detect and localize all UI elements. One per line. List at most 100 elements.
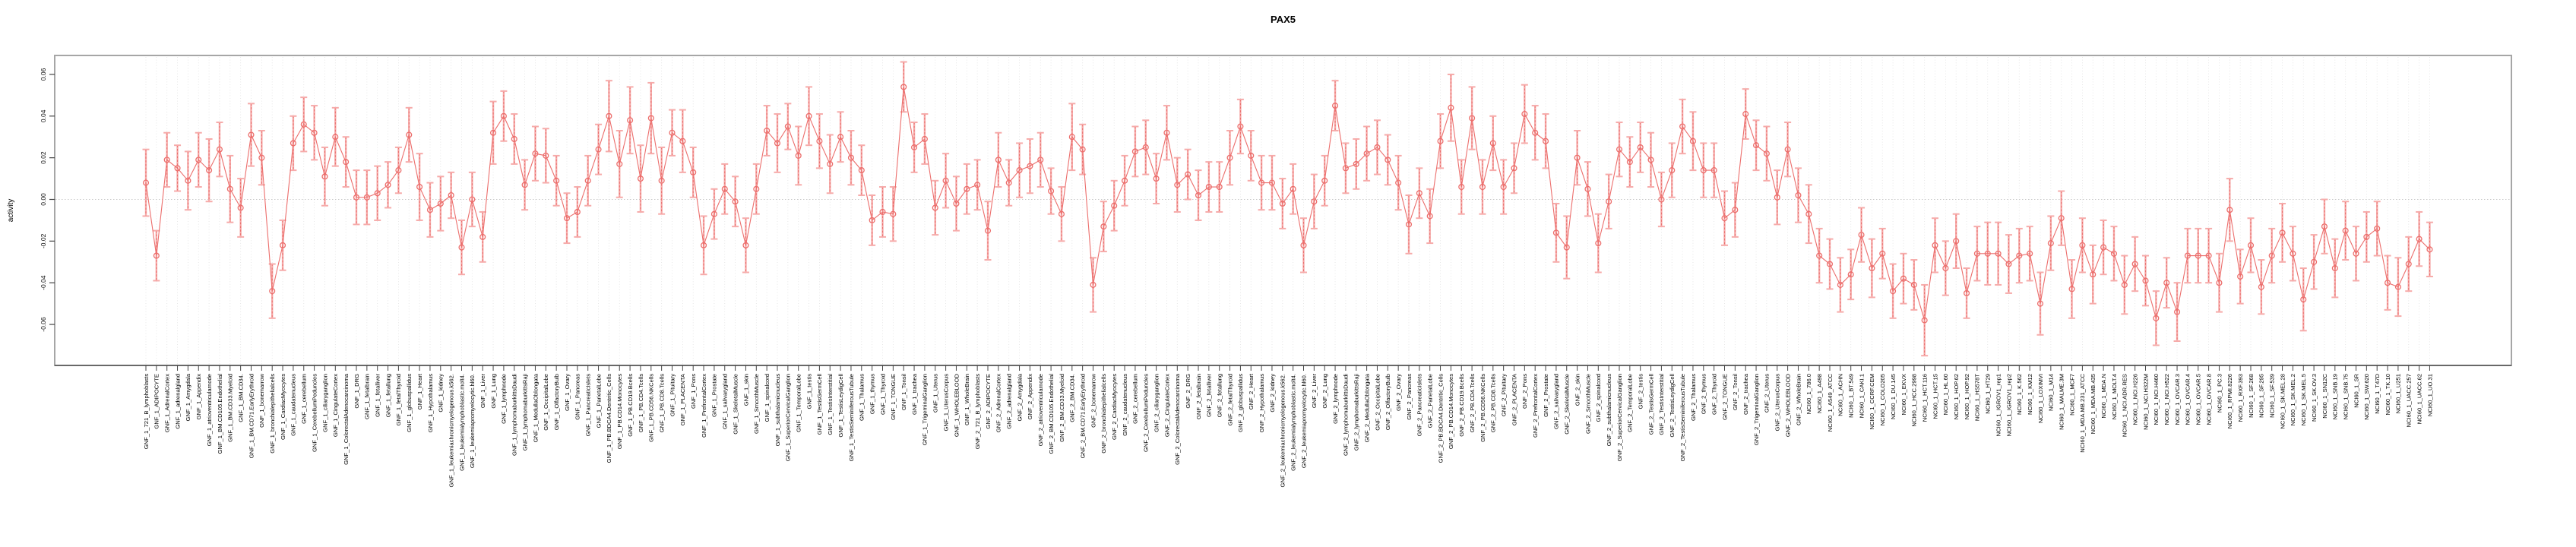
data-point [1226,154,1233,161]
x-tick-label: NCI60_1_SK.OV.3 [2311,374,2318,422]
data-point [521,182,528,188]
data-point [1426,213,1433,220]
data-point [890,210,897,217]
x-tick-label: GNF_1_DRG [353,374,360,409]
x-tick-label: GNF_2_salivarygland [1553,374,1560,429]
data-point [2058,215,2065,222]
x-tick-label: GNF_1_OlfactoryBulb [553,374,560,430]
x-tick-label: GNF_2_Tonsil [1732,374,1739,410]
data-point [2184,252,2191,259]
x-tick-label: NCI60_1_KM12 [2027,374,2033,415]
x-tick-label: GNF_2_OlfactoryBulb [1385,374,1391,430]
data-point [332,134,339,141]
x-tick-label: GNF_1_BM.CD34. [237,374,244,422]
data-point [574,208,581,216]
data-point [2416,236,2423,242]
x-tick-label: GNF_2_Thyroid [1710,374,1717,415]
x-tick-label: NCI60_1_MDA.MB.231_ATCC [2079,373,2086,452]
y-tick-label: -0.02 [40,233,47,248]
x-tick-label: NCI60_1_ACHN [1837,374,1844,416]
data-point [869,217,875,223]
x-tick-label: GNF_2_SuperiorCervicalGanglion [1616,374,1623,461]
x-tick-label: GNF_2_SkeletalMuscle [1564,374,1571,435]
data-point [1300,242,1307,248]
data-point [627,117,634,124]
data-point [1248,152,1255,159]
x-tick-label: GNF_2_TemporalLobe [1627,374,1634,432]
x-tick-label: GNF_2_fetalliver [1206,374,1213,417]
y-tick-label: 0.00 [40,193,47,206]
data-point [837,134,844,141]
x-tick-label: GNF_1_Heart [416,373,423,409]
x-tick-label: GNF_2_fetallung [1217,374,1223,417]
data-point [2331,264,2338,272]
data-point [1448,104,1454,111]
x-tick-label: GNF_2_721_B_lymphoblasts [974,374,981,449]
data-point [742,242,749,248]
data-point [2363,233,2370,240]
data-point [1363,150,1370,157]
data-point [532,150,539,157]
x-tick-label: GNF_1_PB.CD14.Monocytes [616,374,623,449]
data-point [206,167,213,174]
x-tick-label: GNF_2_UterusCorpus [1774,374,1781,432]
data-point [2016,252,2023,259]
data-point [1995,250,2002,257]
x-tick-label: GNF_1_leukemialymphoblastic.molt4. [458,374,465,471]
data-point [226,185,233,192]
data-point [2005,261,2012,267]
data-point [637,175,644,182]
data-point [1543,138,1549,144]
data-point [1626,159,1633,166]
data-point [1258,179,1265,186]
x-tick-label: GNF_1_MedullaOblongata [532,373,539,442]
data-point [1500,183,1507,191]
x-tick-label: GNF_1_Liver [479,374,486,409]
x-tick-label: GNF_2_PB.CD14.Monocytes [1448,374,1454,449]
data-point [1511,165,1517,172]
data-point [1374,144,1381,150]
data-point [1795,191,1802,199]
x-tick-label: NCI60_1_MCF7 [2068,374,2075,416]
x-tick-label: GNF_1_Ovary [564,374,571,411]
x-tick-label: NCI60_1_DU.145 [1890,374,1897,419]
data-point [700,242,707,248]
x-tick-label: NCI60_1_A549_ATCC [1827,373,1834,432]
x-tick-label: GNF_1_Pancreas [574,374,581,420]
x-tick-label: NCI60_1_MOLT.4 [2111,374,2118,419]
data-point [2342,227,2349,234]
x-tick-label: NCI60_1_OVCAR.3 [2174,374,2181,425]
x-tick-label: NCI60_1_SF.539 [2269,374,2276,418]
data-point [1142,144,1149,150]
x-tick-label: GNF_2_thymus [1701,374,1707,414]
data-point [753,185,760,192]
data-point [1048,188,1055,194]
data-point [2311,258,2318,265]
data-point [1869,264,1875,272]
x-tick-label: NCI60_1_MDA.N [2100,374,2107,419]
data-point [353,194,360,201]
x-tick-label: GNF_2_fetalbrain [1195,374,1202,419]
data-point [1784,146,1791,153]
x-tick-label: GNF_2_PancreaticIslets [1416,374,1423,437]
data-point [1679,123,1686,130]
x-tick-label: GNF_1_PB.CD56.NKCells [648,374,655,442]
data-point [1405,221,1413,228]
x-tick-label: GNF_1_ColorectalAdenocarcinoma [343,373,350,465]
x-tick-label: NCI60_1_HCC.2998 [1911,374,1918,427]
data-point [153,252,160,259]
data-point [426,207,433,213]
data-point [2195,252,2201,259]
data-point [647,115,654,122]
data-point [437,200,444,207]
x-tick-label: GNF_1_Uterus [932,374,939,413]
data-point [900,84,907,90]
x-tick-label: GNF_2_adrenalgland [1006,374,1013,429]
data-point [2036,300,2044,307]
x-tick-label: GNF_1_Thalamus [859,374,866,421]
y-tick-label: 0.04 [40,109,47,122]
x-tick-label: GNF_2_BM.CD105.Endothelial [1048,374,1055,454]
data-point [1879,250,1886,257]
x-tick-label: NCI60_1_UACC.257 [2406,374,2413,428]
